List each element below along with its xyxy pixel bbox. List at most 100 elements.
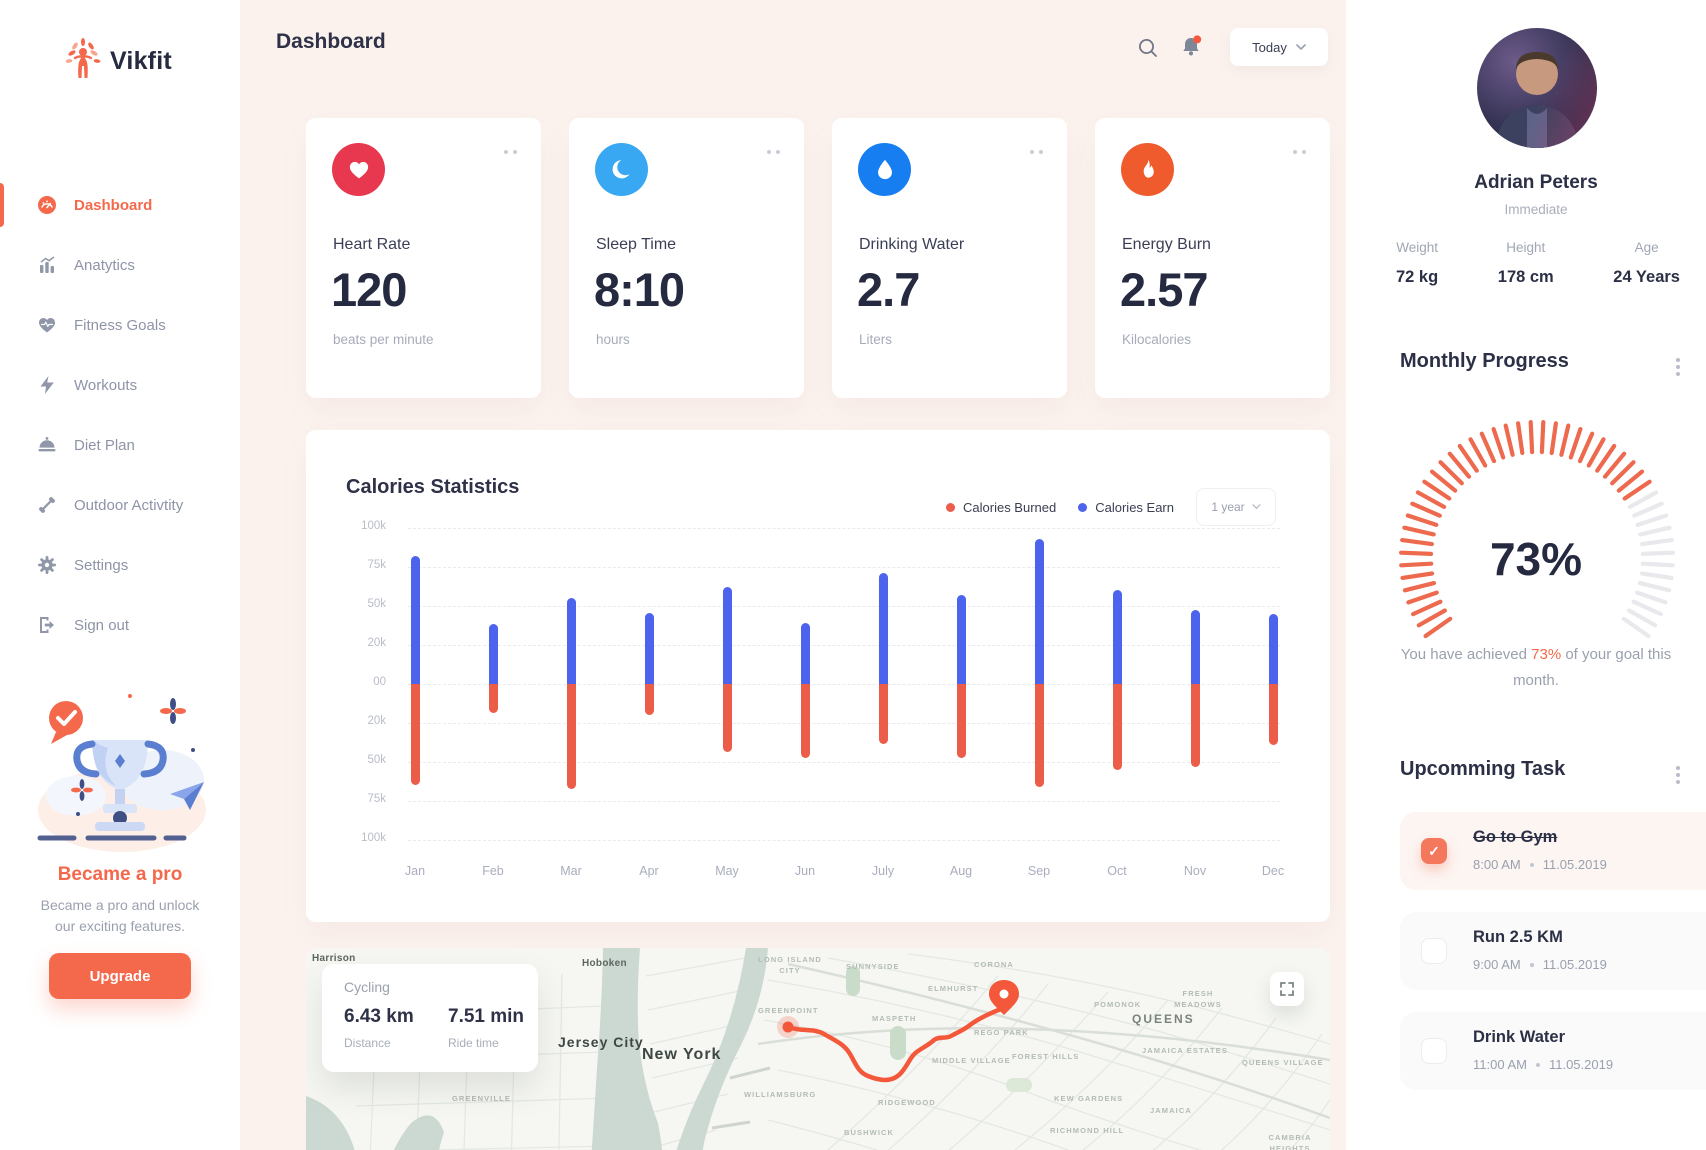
bar-calories-burned (800, 684, 810, 759)
sidebar-item-settings[interactable]: Settings (0, 543, 240, 587)
x-axis-label: May (715, 864, 739, 878)
task-meta: 9:00 AM 11.05.2019 (1473, 957, 1607, 972)
stat-value: 8:10 (594, 263, 685, 316)
task-checkbox[interactable] (1421, 838, 1447, 864)
period-label: Today (1252, 39, 1287, 55)
age-stat: Age 24 Years (1613, 240, 1680, 287)
chevron-down-icon (1252, 504, 1261, 510)
notifications-button[interactable] (1176, 31, 1206, 61)
stat-label: Energy Burn (1122, 236, 1211, 253)
bar-calories-earn (956, 595, 966, 684)
heart-pulse-icon (36, 314, 58, 336)
sidebar-item-label: Fitness Goals (74, 316, 166, 334)
trophy-illustration (0, 688, 240, 856)
monthly-progress-title: Monthly Progress (1400, 350, 1569, 372)
sidebar-item-label: Anatytics (74, 256, 135, 274)
map-place-label: Jamaica Estates (1142, 1046, 1228, 1055)
sidebar-item-outdoor-activity[interactable]: Outdoor Activtity (0, 483, 240, 527)
bar-calories-earn (1034, 538, 1044, 684)
upcoming-task-menu[interactable] (1672, 762, 1684, 788)
bar-calories-earn (410, 556, 420, 684)
task-checkbox[interactable] (1421, 1038, 1447, 1064)
sidebar-item-diet-plan[interactable]: Diet Plan (0, 423, 240, 467)
stat-value: 72 kg (1396, 268, 1439, 286)
y-axis-label: 75k (367, 559, 386, 571)
map-fullscreen-button[interactable] (1270, 972, 1304, 1006)
stat-value: 2.57 (1120, 263, 1208, 316)
bar-calories-burned (410, 684, 420, 786)
map-place-label: Williamsburg (744, 1090, 817, 1099)
progress-percent: 73% (1489, 533, 1583, 585)
progress-highlight: 73% (1531, 646, 1562, 663)
stat-unit: hours (596, 332, 630, 347)
stat-label: Heart Rate (333, 236, 411, 253)
bar-calories-burned (1034, 684, 1044, 787)
card-menu-dots[interactable] (1293, 150, 1306, 154)
x-axis-label: Aug (949, 864, 973, 878)
ride-time-value: 7.51 min (448, 1006, 525, 1027)
profile-status: Immediate (1504, 202, 1568, 217)
search-button[interactable] (1133, 33, 1163, 63)
map-place-label: Long Island City (758, 955, 822, 976)
analytics-icon (36, 254, 58, 276)
sidebar-item-sign-out[interactable]: Sign out (0, 603, 240, 647)
sidebar-item-label: Sign out (74, 616, 130, 634)
sidebar-item-label: Settings (74, 556, 129, 574)
bar-calories-burned (1112, 684, 1122, 770)
upcoming-task-title: Upcomming Task (1400, 758, 1566, 780)
bar-calories-earn (1268, 613, 1278, 684)
moon-icon (595, 143, 648, 196)
y-axis-label: 20k (367, 637, 386, 649)
map-place-label: Bushwick (844, 1128, 895, 1137)
y-axis-label: 20k (367, 715, 386, 727)
map-place-label: Woodhaven (978, 1148, 1038, 1150)
bar-calories-burned (878, 684, 888, 744)
task-date: 11.05.2019 (1542, 857, 1607, 872)
sidebar-item-dashboard[interactable]: Dashboard (0, 183, 240, 227)
gridline (408, 567, 1280, 568)
chart-range-selector[interactable]: 1 year (1196, 488, 1276, 526)
y-axis-label: 100k (361, 832, 386, 844)
card-menu-dots[interactable] (1030, 150, 1043, 154)
map-place-label: Sunnyside (846, 962, 900, 971)
map-place-label: Rego Park (974, 1028, 1029, 1037)
sidebar-item-workouts[interactable]: Workouts (0, 363, 240, 407)
task-checkbox[interactable] (1421, 938, 1447, 964)
notification-dot (1193, 35, 1202, 44)
map-place-label: Queens Village (1242, 1058, 1324, 1067)
water-drop-icon (858, 143, 911, 196)
map-place-label: Kew Gardens (1054, 1094, 1124, 1103)
chart-legend: Calories Burned Calories Earn 1 year (946, 488, 1276, 526)
sidebar-item-fitness-goals[interactable]: Fitness Goals (0, 303, 240, 347)
bar-calories-earn (800, 622, 810, 684)
task-row-run: Run 2.5 KM 9:00 AM 11.05.2019 (1400, 912, 1706, 990)
legend-calories-burned: Calories Burned (946, 500, 1056, 515)
task-date: 11.05.2019 (1542, 957, 1607, 972)
card-menu-dots[interactable] (504, 150, 517, 154)
avatar[interactable] (1477, 28, 1597, 148)
sleep-time-card: Sleep Time 8:10 hours (569, 118, 804, 398)
monthly-progress-menu[interactable] (1672, 354, 1684, 380)
legend-calories-earn: Calories Earn (1078, 500, 1174, 515)
stat-unit: beats per minute (333, 332, 434, 347)
y-axis-label: 00 (373, 676, 386, 688)
y-axis-label: 75k (367, 793, 386, 805)
x-axis-label: Mar (560, 864, 582, 878)
map-place-label: Hoboken (582, 958, 627, 969)
vikfit-tree-icon (64, 38, 102, 85)
gridline (408, 801, 1280, 802)
bar-calories-earn (488, 624, 498, 684)
period-selector[interactable]: Today (1230, 28, 1328, 66)
dashboard-gauge-icon (36, 194, 58, 216)
sidebar-item-analytics[interactable]: Anatytics (0, 243, 240, 287)
task-time: 11:00 AM (1473, 1057, 1527, 1072)
map-place-label: Queens (1132, 1012, 1195, 1026)
route-map[interactable]: Harrison Hoboken Jersey City New York Gr… (306, 948, 1330, 1150)
dumbbell-icon (36, 494, 58, 516)
card-menu-dots[interactable] (767, 150, 780, 154)
activity-title: Cycling (344, 979, 390, 995)
x-axis-label: Sep (1027, 864, 1051, 878)
upgrade-button[interactable]: Upgrade (49, 953, 191, 999)
stat-unit: Kilocalories (1122, 332, 1192, 347)
page-title: Dashboard (276, 30, 386, 53)
